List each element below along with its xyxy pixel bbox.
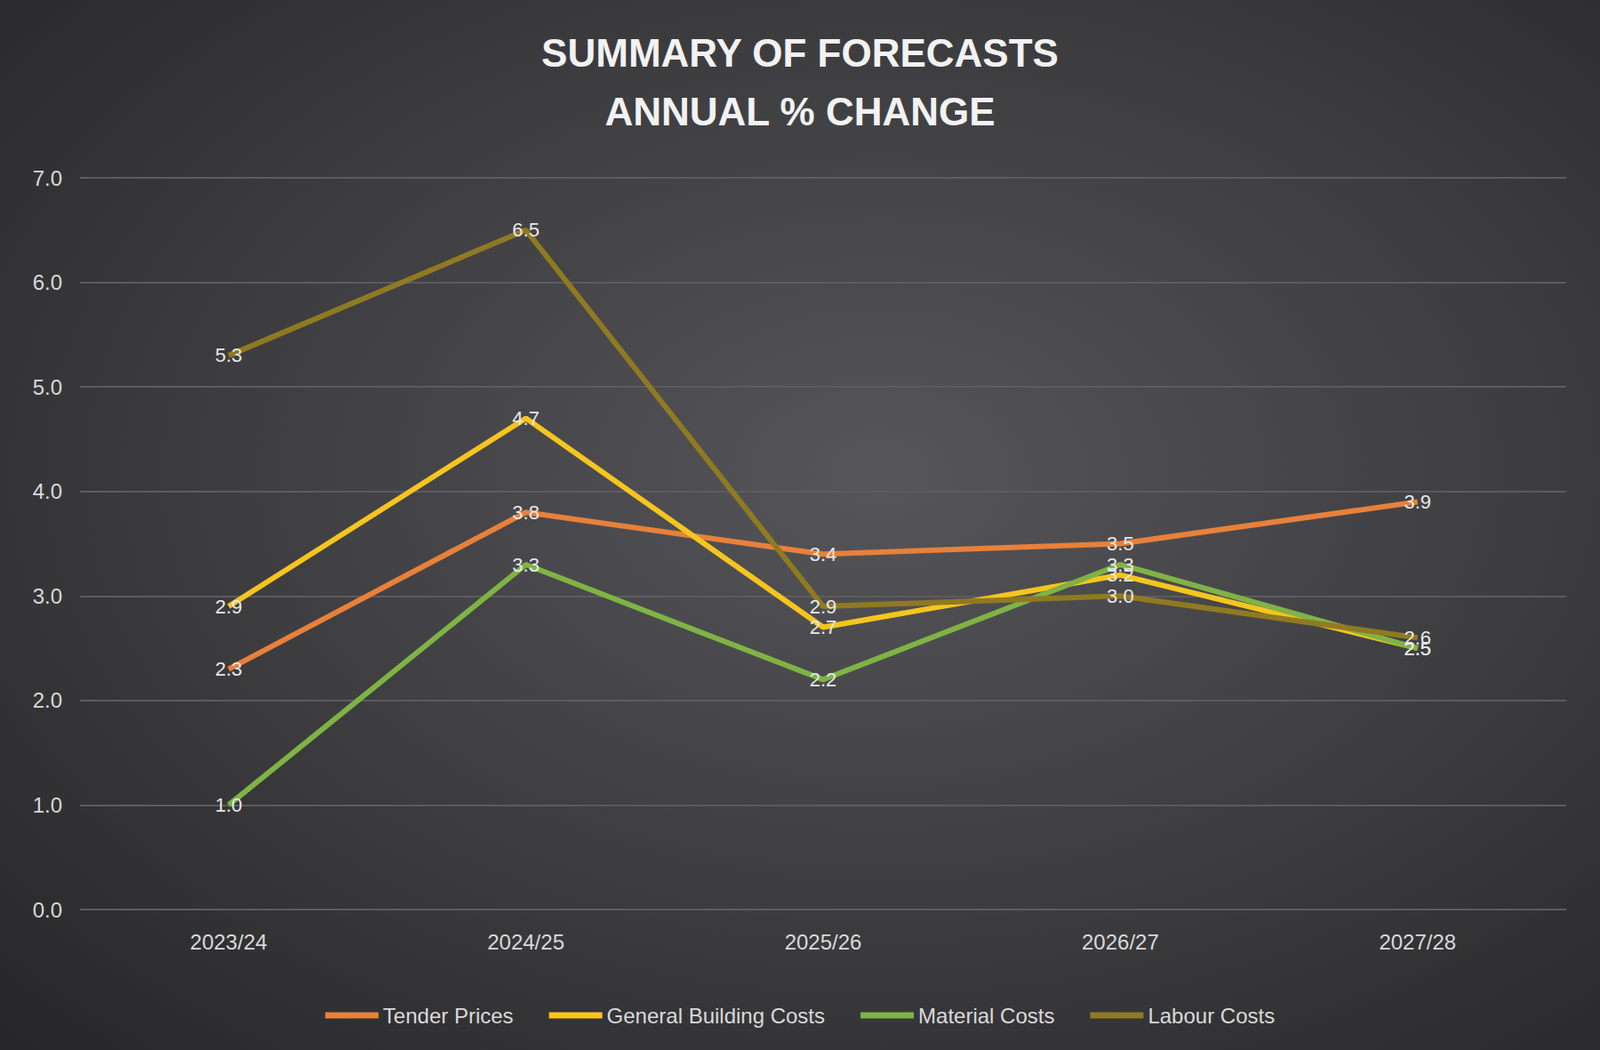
svg-text:Labour Costs: Labour Costs bbox=[1147, 1003, 1275, 1028]
svg-text:2023/24: 2023/24 bbox=[190, 929, 268, 954]
svg-text:2.2: 2.2 bbox=[809, 668, 838, 691]
svg-text:3.5: 3.5 bbox=[1106, 532, 1135, 555]
svg-text:2025/26: 2025/26 bbox=[784, 929, 863, 954]
svg-text:General Building Costs: General Building Costs bbox=[607, 1003, 825, 1028]
svg-text:1.0: 1.0 bbox=[215, 793, 243, 816]
svg-text:3.0: 3.0 bbox=[32, 584, 63, 608]
svg-text:ANNUAL % CHANGE: ANNUAL % CHANGE bbox=[604, 89, 995, 134]
svg-text:2.9: 2.9 bbox=[809, 595, 838, 618]
svg-text:3.0: 3.0 bbox=[1106, 584, 1135, 608]
svg-text:2.7: 2.7 bbox=[809, 616, 838, 639]
svg-text:2.0: 2.0 bbox=[32, 688, 63, 712]
svg-text:2026/27: 2026/27 bbox=[1081, 929, 1160, 954]
svg-text:3.8: 3.8 bbox=[512, 501, 540, 524]
svg-text:SUMMARY OF FORECASTS: SUMMARY OF FORECASTS bbox=[541, 31, 1059, 75]
svg-text:2.3: 2.3 bbox=[215, 657, 243, 680]
svg-text:3.4: 3.4 bbox=[809, 543, 838, 566]
svg-text:2024/25: 2024/25 bbox=[487, 929, 565, 954]
svg-text:0.0: 0.0 bbox=[32, 897, 63, 922]
svg-text:4.0: 4.0 bbox=[32, 479, 63, 504]
svg-text:6.5: 6.5 bbox=[512, 218, 540, 241]
svg-text:1.0: 1.0 bbox=[32, 792, 63, 817]
svg-text:3.3: 3.3 bbox=[1106, 553, 1135, 576]
svg-text:2027/28: 2027/28 bbox=[1378, 929, 1456, 954]
svg-text:3.9: 3.9 bbox=[1404, 490, 1432, 513]
svg-text:7.0: 7.0 bbox=[32, 166, 63, 191]
svg-text:3.3: 3.3 bbox=[512, 553, 540, 576]
svg-text:Material Costs: Material Costs bbox=[918, 1003, 1055, 1028]
svg-text:2.9: 2.9 bbox=[215, 595, 243, 618]
svg-text:5.0: 5.0 bbox=[32, 375, 63, 400]
svg-text:2.6: 2.6 bbox=[1404, 626, 1432, 649]
svg-text:6.0: 6.0 bbox=[32, 270, 63, 295]
svg-text:Tender Prices: Tender Prices bbox=[383, 1003, 514, 1028]
svg-text:4.7: 4.7 bbox=[512, 407, 540, 430]
svg-text:5.3: 5.3 bbox=[215, 344, 243, 367]
